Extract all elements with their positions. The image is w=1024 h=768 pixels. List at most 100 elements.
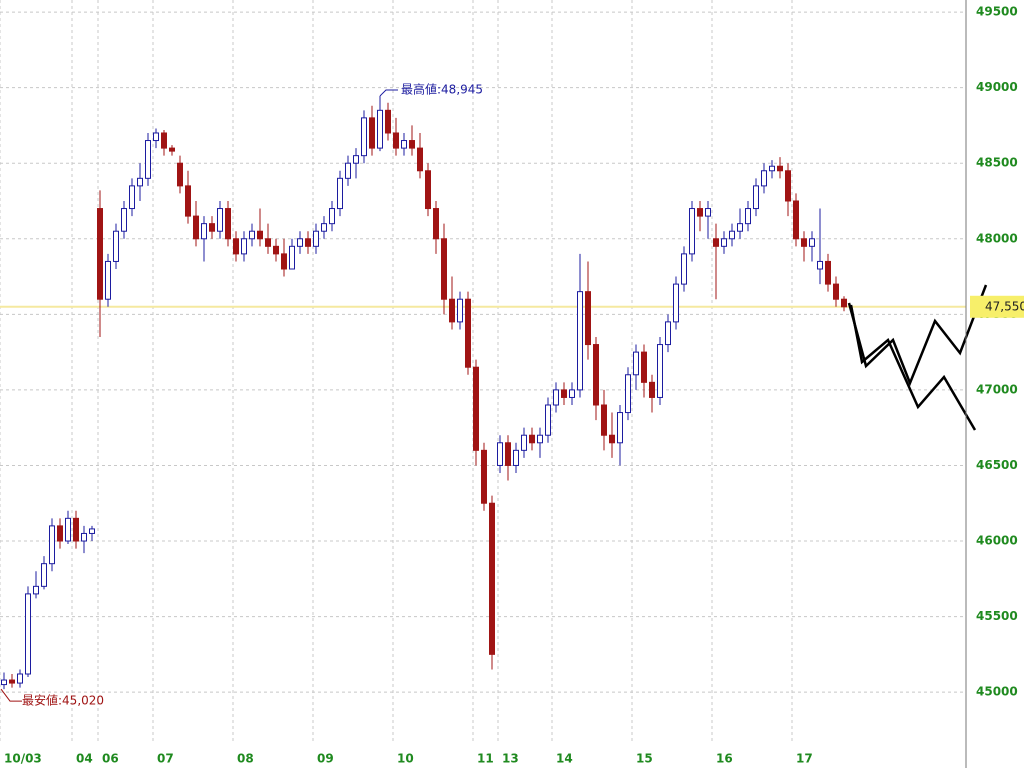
candle-body (457, 298, 463, 323)
candle-body (249, 230, 255, 240)
candle-body (473, 366, 479, 451)
candle-body (777, 165, 783, 172)
x-tick-label: 10 (397, 752, 414, 766)
candle-body (617, 412, 623, 444)
candle-body (57, 525, 63, 542)
x-tick-label: 06 (102, 752, 119, 766)
candle-body (497, 442, 503, 466)
candle-body (361, 117, 367, 157)
candle-body (809, 238, 815, 247)
candle-body (401, 140, 407, 149)
candle-body (281, 253, 287, 270)
candle-body (81, 532, 87, 542)
candle-body (17, 673, 23, 684)
candle-body (193, 215, 199, 240)
y-tick-label: 47000 (976, 382, 1018, 396)
candle-body (73, 517, 79, 542)
candle-body (201, 223, 207, 240)
candle-body (649, 381, 655, 398)
candle-body (625, 374, 631, 414)
candle-body (409, 140, 415, 149)
last-price-label: 47,550 (985, 299, 1024, 313)
x-tick-label: 08 (237, 752, 254, 766)
x-tick-label: 04 (76, 752, 93, 766)
x-tick-label: 11 (477, 752, 494, 766)
y-tick-label: 46500 (976, 458, 1018, 472)
candle-body (489, 502, 495, 655)
candle-body (209, 223, 215, 232)
annotation-label: 最安値:45,020 (22, 693, 104, 708)
candle-body (273, 245, 279, 255)
candle-body (513, 449, 519, 466)
candle-body (369, 117, 375, 149)
candle-body (129, 185, 135, 210)
candle-body (769, 165, 775, 172)
candle-body (89, 528, 95, 534)
candle-body (217, 208, 223, 232)
drawn-line (847, 284, 988, 387)
candle-body (393, 132, 399, 149)
candle-body (417, 147, 423, 172)
candle-body (241, 238, 247, 255)
candle-body (793, 200, 799, 240)
candle-body (545, 404, 551, 436)
candle-body (537, 434, 543, 444)
candle-body (817, 260, 823, 270)
candle-body (9, 679, 15, 684)
last-price-box (970, 295, 1024, 318)
candle-body (153, 132, 159, 142)
candle-body (673, 283, 679, 323)
y-tick-label: 48500 (976, 156, 1018, 170)
candle-body (105, 260, 111, 300)
x-tick-label: 10/03 (4, 752, 42, 766)
candle-body (641, 351, 647, 383)
candle-body (345, 162, 351, 179)
candle-body (169, 147, 175, 152)
candle-body (1, 679, 7, 686)
candle-body (113, 230, 119, 262)
candle-body (681, 253, 687, 285)
candle-body (481, 449, 487, 504)
candle-body (553, 389, 559, 406)
candle-body (185, 185, 191, 217)
candle-body (569, 389, 575, 398)
annotation-label: 最高値:48,945 (401, 81, 483, 96)
candle-body (433, 208, 439, 240)
drawn-line (849, 304, 977, 431)
candle-body (385, 109, 391, 134)
candle-body (737, 223, 743, 232)
x-tick-label: 15 (636, 752, 653, 766)
candle-body (833, 283, 839, 300)
candle-body (313, 230, 319, 247)
candle-body (297, 238, 303, 247)
candle-body (177, 162, 183, 187)
candle-body (65, 517, 71, 542)
y-tick-label: 45500 (976, 609, 1018, 623)
candle-body (529, 434, 535, 444)
candle-body (521, 434, 527, 451)
candle-body (633, 351, 639, 376)
candle-body (449, 298, 455, 323)
candle-body (721, 238, 727, 247)
y-tick-label: 49000 (976, 80, 1018, 94)
candle-body (33, 585, 39, 595)
candle-body (609, 434, 615, 444)
candle-body (353, 155, 359, 164)
candle-body (825, 260, 831, 285)
candle-body (337, 177, 343, 210)
candle-body (161, 132, 167, 149)
candle-body (713, 238, 719, 247)
candle-body (329, 208, 335, 225)
candle-body (377, 109, 383, 149)
x-tick-label: 16 (716, 752, 733, 766)
candle-body (561, 389, 567, 398)
y-tick-label: 49500 (976, 5, 1018, 19)
candle-body (121, 208, 127, 232)
candle-body (761, 170, 767, 187)
y-tick-label: 45000 (976, 685, 1018, 699)
candle-body (97, 208, 103, 300)
candle-body (289, 245, 295, 270)
candle-body (49, 525, 55, 565)
candle-body (585, 291, 591, 346)
